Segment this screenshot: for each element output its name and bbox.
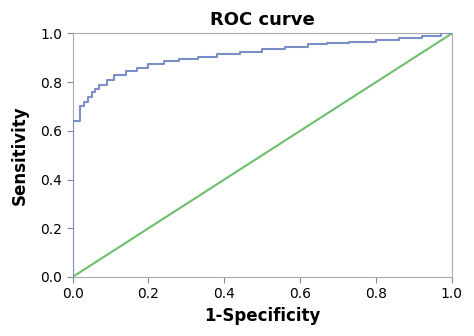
Y-axis label: Sensitivity: Sensitivity [11,106,29,205]
X-axis label: 1-Specificity: 1-Specificity [204,307,320,325]
Title: ROC curve: ROC curve [210,11,315,29]
